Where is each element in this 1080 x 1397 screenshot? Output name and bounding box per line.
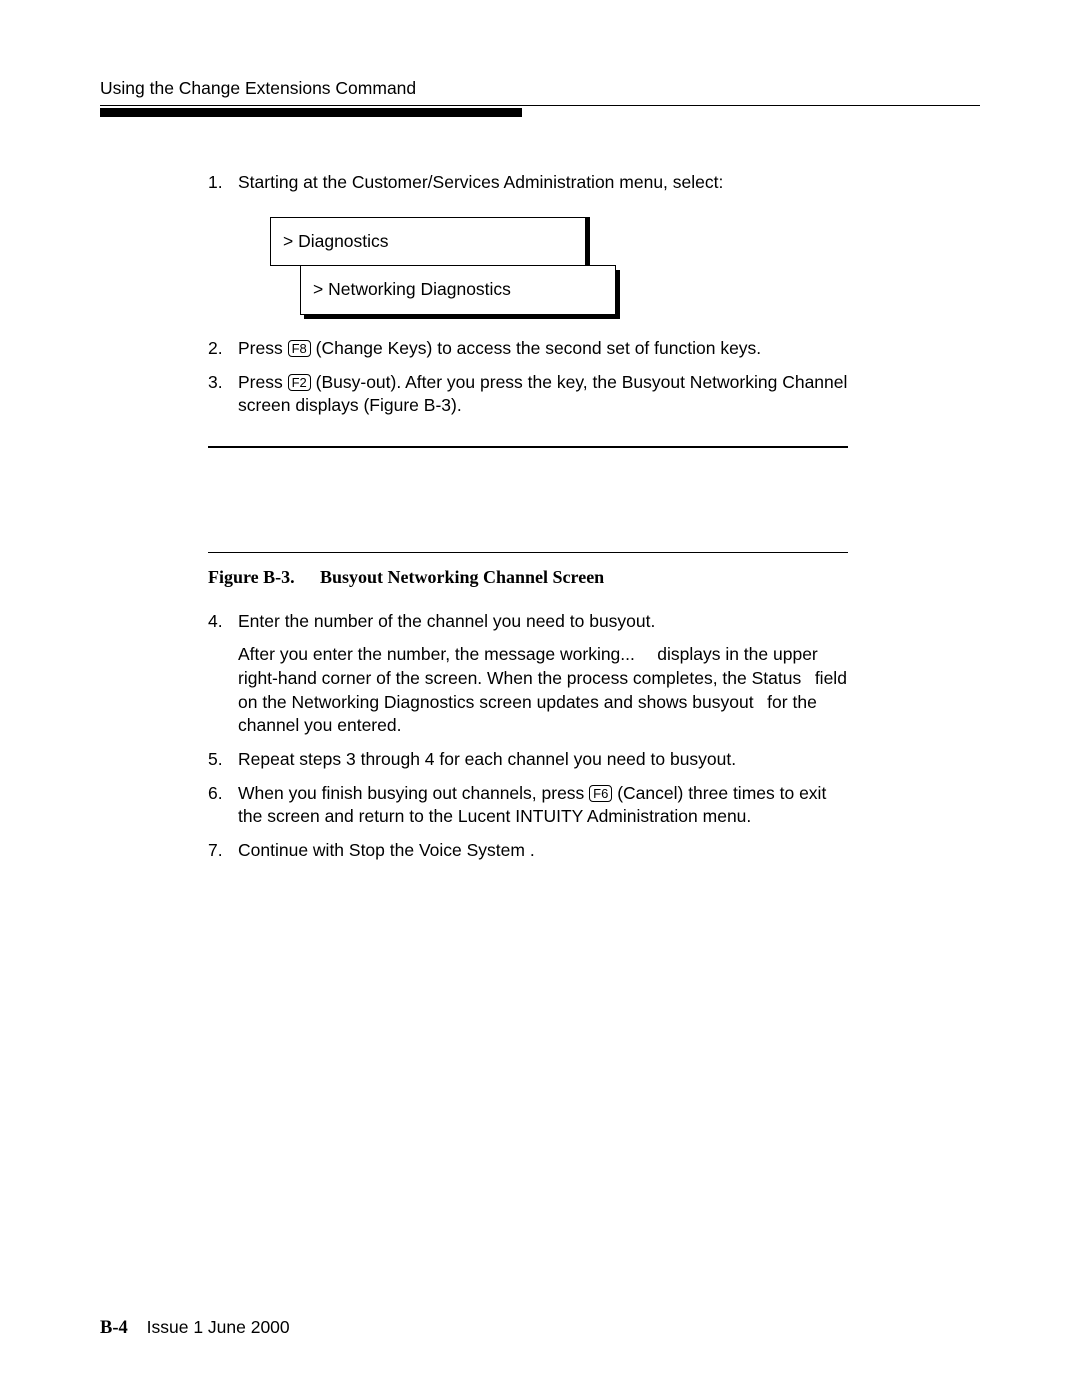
step-4-paragraph: After you enter the number, the message … xyxy=(238,643,850,738)
page-header-title: Using the Change Extensions Command xyxy=(100,78,980,99)
step-4: 4. Enter the number of the channel you n… xyxy=(208,610,850,738)
step-6: 6. When you finish busying out channels,… xyxy=(208,782,850,829)
step-1: 1. Starting at the Customer/Services Adm… xyxy=(208,171,850,315)
keycap-f8: F8 xyxy=(288,340,311,357)
header-rule-bold xyxy=(100,108,522,117)
step-number: 3. xyxy=(208,371,223,395)
step-7: 7. Continue with Stop the Voice System . xyxy=(208,839,850,863)
keycap-f2: F2 xyxy=(288,374,311,391)
menu-item-wrap: > Networking Diagnostics xyxy=(270,265,616,315)
step-text-after: (Busy-out). After you press the key, the… xyxy=(238,372,847,416)
step-2: 2. Press F8 (Change Keys) to access the … xyxy=(208,337,850,361)
steps-list: 1. Starting at the Customer/Services Adm… xyxy=(208,171,850,418)
step-number: 4. xyxy=(208,610,223,634)
keycap-f6: F6 xyxy=(589,785,612,802)
step-5: 5. Repeat steps 3 through 4 for each cha… xyxy=(208,748,850,772)
step-number: 5. xyxy=(208,748,223,772)
content-area-lower: 4. Enter the number of the channel you n… xyxy=(208,610,850,863)
step-text-after: (Change Keys) to access the second set o… xyxy=(311,338,761,358)
step-text: Continue with Stop the Voice System . xyxy=(238,840,535,860)
figure-rule-bottom xyxy=(208,552,848,553)
step-text-before: Press xyxy=(238,338,288,358)
step-text: Repeat steps 3 through 4 for each channe… xyxy=(238,749,736,769)
menu-path-box: > Diagnostics > Networking Diagnostics xyxy=(270,217,850,315)
step-text-before: When you finish busying out channels, pr… xyxy=(238,783,589,803)
step-number: 2. xyxy=(208,337,223,361)
page: Using the Change Extensions Command 1. S… xyxy=(0,0,1080,1397)
step-number: 6. xyxy=(208,782,223,806)
page-footer: B-4 Issue 1 June 2000 xyxy=(100,1317,290,1339)
step-text: Starting at the Customer/Services Admini… xyxy=(238,172,723,192)
step-text-before: Press xyxy=(238,372,288,392)
content-area: 1. Starting at the Customer/Services Adm… xyxy=(208,171,850,418)
figure-placeholder xyxy=(100,448,980,552)
figure-caption: Figure B-3.Busyout Networking Channel Sc… xyxy=(208,567,980,588)
figure-title: Busyout Networking Channel Screen xyxy=(320,567,604,587)
menu-item-networking-diagnostics: > Networking Diagnostics xyxy=(300,266,616,315)
menu-item-diagnostics: > Diagnostics xyxy=(270,217,586,266)
issue-date: Issue 1 June 2000 xyxy=(147,1317,290,1337)
step-number: 1. xyxy=(208,171,223,195)
step-text: Enter the number of the channel you need… xyxy=(238,611,655,631)
page-number: B-4 xyxy=(100,1318,128,1338)
step-3: 3. Press F2 (Busy-out). After you press … xyxy=(208,371,850,418)
header-rule-thin xyxy=(100,105,980,106)
steps-list-lower: 4. Enter the number of the channel you n… xyxy=(208,610,850,863)
figure-number: Figure B-3. xyxy=(208,567,320,588)
step-number: 7. xyxy=(208,839,223,863)
